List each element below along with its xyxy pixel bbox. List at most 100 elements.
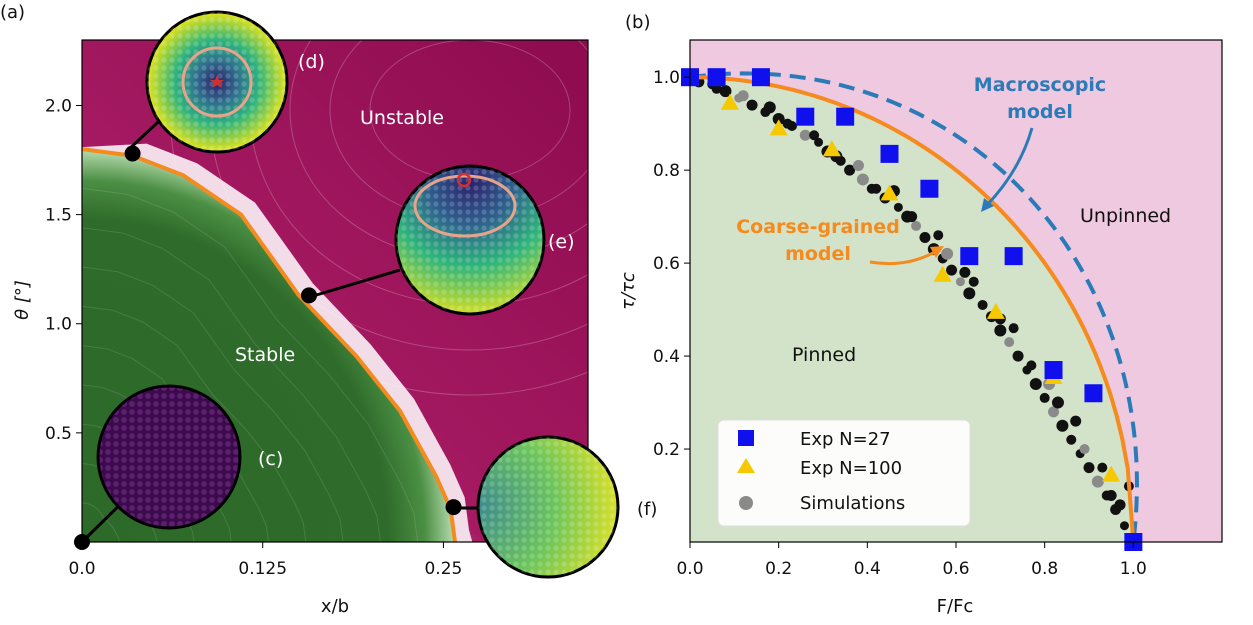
exp-n100-point	[720, 93, 739, 110]
inset-anchor-marker	[445, 499, 462, 516]
panel-b: 0.0 0.2 0.4 0.6 0.8 1.0 0.2 0.4 0.6 0.8 1.0 F/Fc τ…	[618, 12, 1223, 617]
legend-circle-icon	[739, 496, 753, 510]
legend: Exp N=27 Exp N=100 Simulations	[717, 419, 971, 527]
simulation-point	[994, 324, 1007, 337]
exp-n100-point	[986, 302, 1005, 319]
simulation-point	[933, 230, 944, 241]
simulation-point	[1097, 462, 1108, 473]
inset-label-d: (d)	[298, 51, 325, 73]
x-axis-label-b: F/Fc	[937, 596, 974, 617]
simulation-point	[1004, 337, 1015, 348]
exp-n27-point	[1004, 247, 1023, 266]
inset-e-particles	[396, 166, 544, 314]
x-axis-label-a: x/b	[321, 596, 349, 617]
macroscopic-arrowhead-icon	[981, 198, 994, 212]
stable-contour-line	[82, 187, 419, 542]
x-tick-label-a: 0.125	[238, 559, 287, 579]
simulation-point	[1070, 415, 1082, 427]
simulation-point	[1091, 475, 1104, 488]
simulation-point	[1114, 499, 1126, 511]
simulation-point	[1066, 434, 1077, 445]
y-tick-label-a: 1.5	[45, 206, 72, 226]
x-tick-label-a: 0.0	[68, 559, 95, 579]
simulation-point	[919, 232, 931, 244]
star-icon	[210, 75, 224, 88]
simulation-point	[906, 211, 918, 223]
simulation-point	[799, 129, 811, 141]
simulation-point	[893, 202, 903, 212]
exp-n27-point	[796, 107, 815, 126]
y-tick-label-a: 1.0	[45, 315, 72, 335]
inset-markers	[74, 145, 462, 550]
y-tick-label-a: 0.5	[45, 424, 72, 444]
axis-ticks-b: 0.0 0.2 0.4 0.6 0.8 1.0 0.2 0.4 0.6 0.8 1.0	[653, 68, 1147, 579]
exp-n27-points	[681, 68, 1143, 551]
stable-contour-line	[82, 227, 381, 542]
simulation-point	[955, 277, 965, 287]
coarse-grained-arrowhead-icon	[930, 246, 944, 258]
inset-anchor-marker	[300, 287, 317, 304]
coarse-grained-arrow-icon	[869, 250, 936, 266]
y-tick-label-b: 0.8	[653, 161, 680, 181]
y-tick-label-b: 0.2	[653, 440, 680, 460]
y-axis-label-a: θ [°]	[12, 280, 33, 320]
exp-n100-point	[822, 140, 841, 157]
y-tick-label-b: 1.0	[653, 68, 680, 88]
legend-item-exp-n27: Exp N=27	[800, 429, 891, 450]
y-tick-label-a: 2.0	[45, 96, 72, 116]
inset-label-c: (c)	[258, 448, 283, 470]
exp-n27-point	[920, 179, 939, 198]
x-tick-label-b: 1.0	[1120, 559, 1147, 579]
exp-n27-point	[1084, 384, 1103, 403]
inset-d-ring	[181, 46, 253, 118]
axes-frame-a	[81, 39, 589, 543]
simulation-point	[871, 183, 882, 194]
x-tick-label-b: 0.8	[1031, 559, 1058, 579]
x-tick-label-b: 0.6	[942, 559, 969, 579]
simulation-point	[1029, 377, 1042, 390]
exp-n100-point	[1102, 465, 1121, 482]
legend-box	[717, 419, 971, 527]
panel-a: 0.0 0.125 0.25 0.5 1.0 1.5 2.0 x/b θ [°] (a) U…	[0, 2, 657, 617]
simulation-point	[763, 101, 776, 114]
simulation-point	[941, 247, 954, 260]
panel-label-b: (b)	[625, 12, 650, 33]
pinned-label: Pinned	[792, 344, 856, 366]
macroscopic-model-label: Macroscopic	[974, 74, 1106, 96]
simulation-point	[1051, 396, 1064, 409]
simulation-point	[1039, 392, 1050, 403]
simulation-point	[844, 164, 856, 176]
inset-f-particles	[478, 437, 618, 577]
inset-label-f: (f)	[637, 499, 657, 520]
exp-n27-point	[707, 68, 726, 87]
simulation-point	[1079, 444, 1090, 455]
legend-item-simulations: Simulations	[800, 493, 905, 514]
simulation-point	[772, 113, 785, 126]
simulation-point	[1026, 360, 1037, 371]
simulation-point	[809, 130, 820, 141]
uniform-purple-disc-icon	[96, 384, 242, 530]
stable-contour-line	[82, 502, 120, 542]
simulation-point	[911, 220, 922, 231]
panel-label-a: (a)	[0, 2, 25, 23]
inset-label-e: (e)	[548, 231, 575, 253]
exp-n100-point	[880, 184, 899, 201]
legend-item-exp-n100: Exp N=100	[800, 458, 902, 479]
x-tick-label-b: 0.2	[765, 559, 792, 579]
simulation-point	[1083, 462, 1095, 474]
macroscopic-arrow-icon	[986, 127, 1034, 206]
simulation-point	[1119, 521, 1129, 531]
unpinned-label: Unpinned	[1080, 205, 1171, 227]
coarse-grained-model-label-line2: model	[785, 243, 851, 265]
simulation-point	[977, 299, 988, 310]
inset-f: (f)	[476, 435, 657, 579]
legend-triangle-icon	[737, 458, 755, 473]
inset-e-marker-icon	[456, 172, 472, 188]
simulation-point	[1008, 323, 1019, 334]
exp-n27-point	[836, 107, 855, 126]
simulation-point	[1105, 490, 1117, 502]
simulation-point	[968, 276, 979, 287]
exp-n100-point	[769, 119, 788, 136]
simulation-point	[959, 266, 971, 278]
